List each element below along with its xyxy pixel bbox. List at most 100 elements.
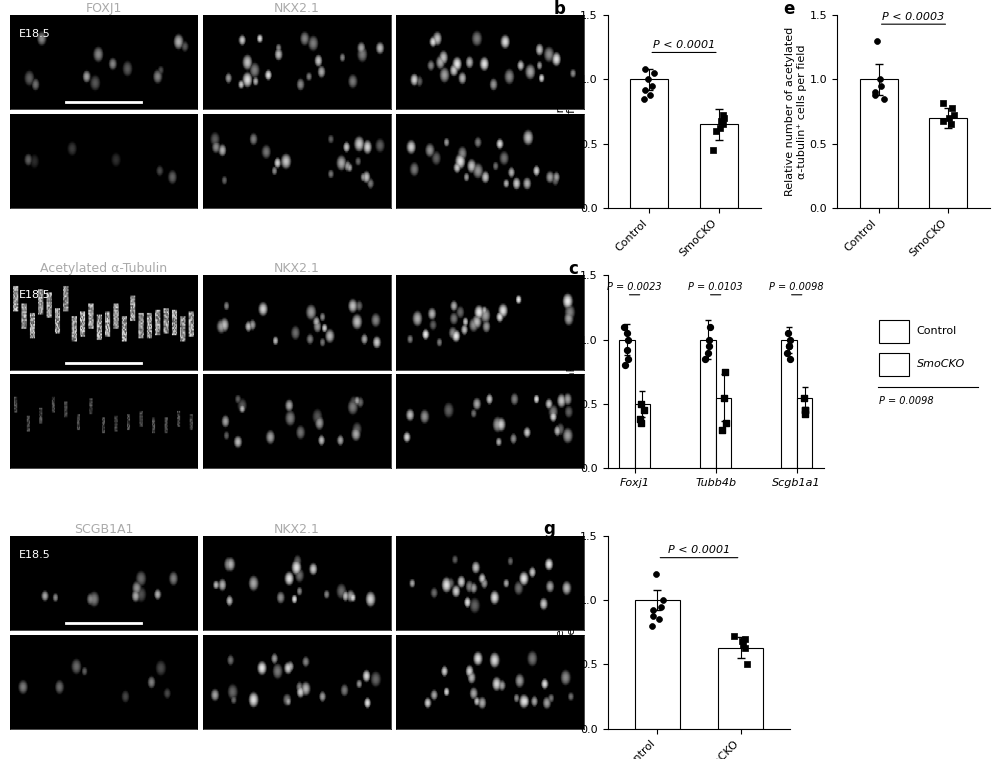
Point — [718, 417, 734, 430]
Point — [797, 405, 813, 417]
Point — [620, 353, 636, 365]
Point — [702, 321, 718, 333]
Point — [869, 35, 885, 47]
Point — [619, 327, 635, 339]
Point — [701, 340, 717, 352]
Point — [701, 334, 717, 346]
Point — [636, 405, 652, 417]
Point — [941, 112, 957, 124]
Y-axis label: Control: Control — [2, 302, 12, 342]
Point — [713, 115, 729, 127]
Point — [946, 109, 962, 121]
Text: P = 0.0098: P = 0.0098 — [879, 396, 934, 406]
Point — [944, 102, 960, 114]
Y-axis label: Control: Control — [2, 42, 12, 82]
FancyBboxPatch shape — [879, 353, 909, 376]
Bar — [781, 340, 797, 468]
Title: SCGB1A1: SCGB1A1 — [74, 523, 133, 536]
Text: b: b — [554, 0, 566, 17]
Text: E18.5: E18.5 — [19, 30, 51, 39]
Point — [876, 93, 892, 105]
Point — [782, 334, 798, 346]
Point — [620, 334, 636, 346]
Point — [648, 568, 664, 581]
Point — [645, 604, 661, 616]
Text: e: e — [783, 0, 795, 17]
Y-axis label: SmoCKO: SmoCKO — [2, 137, 12, 185]
Point — [655, 594, 671, 606]
Point — [637, 83, 653, 96]
Point — [716, 392, 732, 404]
Point — [633, 398, 649, 410]
Point — [943, 118, 959, 131]
Point — [619, 344, 635, 356]
Point — [712, 122, 728, 134]
Point — [632, 414, 648, 426]
Point — [797, 408, 813, 420]
Y-axis label: Relative number of FOXJ1⁺ cells
per field: Relative number of FOXJ1⁺ cells per fiel… — [556, 24, 577, 200]
Point — [867, 87, 883, 99]
Y-axis label: Relative number of SCGB1A1⁺
cells per field: Relative number of SCGB1A1⁺ cells per fi… — [556, 548, 577, 716]
Bar — [635, 404, 650, 468]
Point — [781, 340, 797, 352]
Point — [637, 63, 653, 75]
Point — [697, 353, 713, 365]
Y-axis label: Control: Control — [2, 562, 12, 603]
Point — [705, 144, 721, 156]
Point — [735, 639, 751, 651]
Title: Merged + DAPI: Merged + DAPI — [443, 523, 537, 536]
Point — [653, 600, 669, 613]
Bar — [860, 80, 898, 208]
Bar — [718, 647, 763, 729]
Point — [642, 89, 658, 101]
Y-axis label: Relative number of acetylated
α-tubulin⁺ cells per field: Relative number of acetylated α-tubulin⁺… — [785, 27, 807, 197]
Text: E18.5: E18.5 — [19, 290, 51, 300]
Point — [726, 630, 742, 642]
Text: P = 0.0103: P = 0.0103 — [688, 282, 743, 292]
Point — [796, 392, 812, 404]
Bar — [630, 80, 668, 208]
Point — [935, 96, 951, 109]
Text: P < 0.0001: P < 0.0001 — [668, 545, 730, 555]
Title: Merged + DAPI: Merged + DAPI — [443, 2, 537, 15]
Title: Acetylated α-Tubulin: Acetylated α-Tubulin — [40, 263, 167, 276]
Text: E18.5: E18.5 — [19, 550, 51, 560]
Y-axis label: Relative mRNA levels: Relative mRNA levels — [567, 313, 577, 431]
Point — [935, 115, 951, 127]
Point — [737, 632, 753, 644]
Bar — [716, 398, 731, 468]
Point — [640, 74, 656, 86]
Point — [715, 118, 731, 131]
Point — [873, 80, 889, 92]
Point — [644, 80, 660, 92]
Point — [645, 609, 661, 622]
Title: NKX2.1: NKX2.1 — [274, 523, 320, 536]
Point — [700, 347, 716, 359]
Text: g: g — [544, 521, 555, 538]
Bar — [635, 600, 680, 729]
Point — [617, 360, 633, 372]
Y-axis label: SmoCKO: SmoCKO — [2, 657, 12, 706]
Bar — [619, 340, 635, 468]
Text: P = 0.0023: P = 0.0023 — [607, 282, 662, 292]
Point — [872, 74, 888, 86]
Text: P < 0.0001: P < 0.0001 — [653, 40, 715, 50]
Point — [636, 93, 652, 105]
Point — [716, 112, 732, 124]
Point — [797, 405, 813, 417]
Point — [651, 613, 667, 625]
Title: NKX2.1: NKX2.1 — [274, 263, 320, 276]
Point — [644, 620, 660, 632]
Bar — [700, 340, 716, 468]
Point — [782, 353, 798, 365]
Point — [867, 89, 883, 101]
Text: SmoCKO: SmoCKO — [917, 359, 965, 369]
Bar — [929, 118, 967, 208]
Point — [714, 424, 730, 436]
Point — [717, 366, 733, 378]
Title: NKX2.1: NKX2.1 — [274, 2, 320, 15]
Point — [780, 327, 796, 339]
Point — [715, 109, 731, 121]
Point — [781, 340, 797, 352]
Text: Control: Control — [917, 326, 957, 336]
